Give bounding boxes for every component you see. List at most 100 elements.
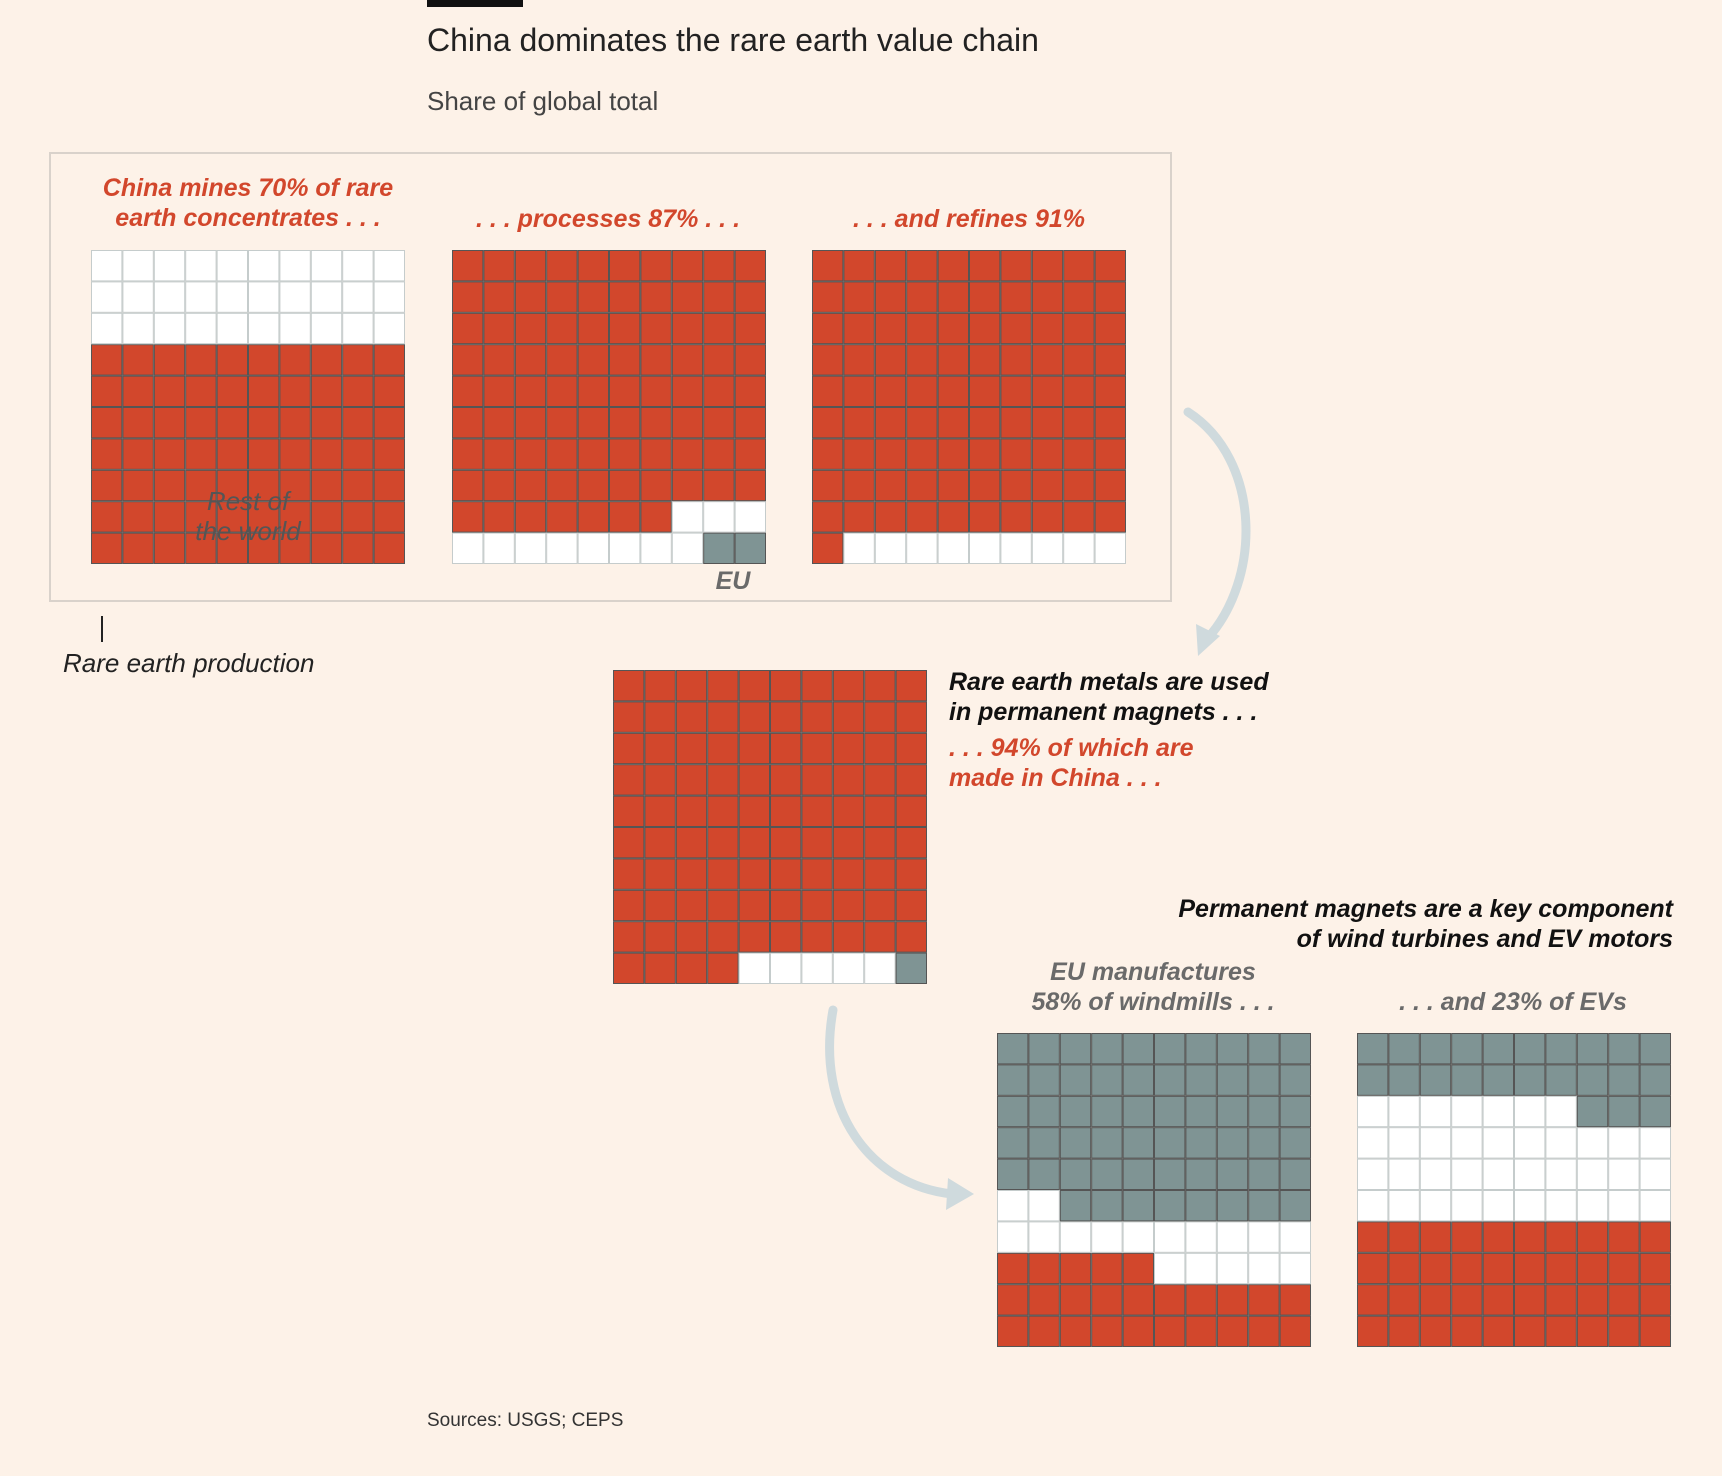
waffle-cell-china (738, 889, 770, 922)
waffle-cell-china (738, 827, 770, 859)
label-mines: China mines 70% of rare earth concentrat… (102, 174, 394, 232)
waffle-cell-china (644, 795, 676, 827)
waffle-cell-rest (1545, 1095, 1577, 1128)
waffle-cell-china (644, 827, 676, 859)
waffle-cell-rest (1063, 532, 1095, 564)
waffle-cell-china (1091, 1252, 1123, 1285)
waffle-cell-rest (1482, 1158, 1514, 1190)
waffle-cell-china (937, 344, 969, 376)
waffle-cell-china (832, 764, 865, 796)
waffle-cell-china (1279, 1315, 1311, 1347)
waffle-cell-china (1094, 407, 1126, 439)
waffle-cell-china (1482, 1284, 1514, 1316)
arrow-head-products (946, 1178, 974, 1210)
waffle-cell-china (1031, 375, 1064, 407)
waffle-cell-china (1576, 1221, 1609, 1253)
waffle-cell-china (843, 281, 875, 313)
waffle-cell-rest (1514, 1158, 1546, 1190)
waffle-cell-rest (1639, 1190, 1671, 1222)
waffle-cell-china (906, 407, 938, 439)
waffle-cell-rest (279, 281, 311, 313)
waffle-cell-rest (1216, 1252, 1249, 1285)
waffle-cell-china (153, 532, 186, 564)
waffle-cell-eu (1154, 1095, 1186, 1128)
waffle-cell-china (969, 438, 1001, 470)
waffle-cell-china (874, 312, 907, 345)
waffle-cell-rest (874, 532, 907, 564)
label-refines: . . . and refines 91% (852, 205, 1086, 233)
waffle-cell-china (577, 375, 609, 407)
waffle-cell-china (1388, 1284, 1420, 1316)
label-windmills: EU manufactures 58% of windmills . . . (1031, 958, 1275, 1016)
waffle-cell-china (1063, 469, 1095, 502)
waffle-cell-china (248, 407, 280, 439)
waffle-cell-china (640, 438, 672, 470)
waffle-cell-rest (1576, 1127, 1609, 1159)
waffle-cell-china (843, 250, 875, 282)
waffle-cell-china (671, 250, 704, 282)
waffle-cell-eu (1154, 1127, 1186, 1159)
chart-title: China dominates the rare earth value cha… (427, 22, 1039, 58)
waffle-cell-china (1000, 469, 1032, 502)
waffle-cell-rest (216, 312, 248, 345)
waffle-cell-china (483, 438, 515, 470)
arrow-head-magnets (1196, 624, 1220, 656)
waffle-cell-china (738, 670, 770, 702)
waffle-cell-rest (1545, 1190, 1577, 1222)
waffle-cell-china (185, 344, 217, 376)
waffle-cell-china (1545, 1315, 1577, 1347)
waffle-cell-eu (1248, 1095, 1280, 1128)
waffle-cell-china (546, 281, 578, 313)
waffle-cell-china (738, 795, 770, 827)
waffle-cell-china (895, 827, 927, 859)
waffle-cell-rest (1059, 1221, 1092, 1253)
waffle-cell-china (812, 469, 844, 502)
waffle-cell-eu (1216, 1033, 1249, 1065)
waffle-cell-rest (1419, 1190, 1452, 1222)
waffle-cell-rest (1639, 1127, 1671, 1159)
waffle-cell-china (153, 375, 186, 407)
waffle-cell-china (1419, 1315, 1452, 1347)
waffle-cell-china (452, 250, 484, 282)
waffle-cell-eu (1388, 1064, 1420, 1096)
waffle-cell-china (310, 438, 343, 470)
waffle-cell-china (1514, 1315, 1546, 1347)
waffle-cell-china (707, 827, 739, 859)
waffle-cell-china (937, 469, 969, 502)
waffle-cell-eu (1216, 1158, 1249, 1190)
waffle-cell-eu (1451, 1033, 1483, 1065)
waffle-cell-china (969, 469, 1001, 502)
waffle-cell-china (609, 312, 641, 345)
label-magnets-use: Rare earth metals are used in permanent … (949, 668, 1269, 726)
waffle-cell-eu (1451, 1064, 1483, 1096)
waffle-cell-china (1063, 501, 1095, 533)
waffle-cell-china (514, 344, 547, 376)
waffle-cell-china (216, 438, 248, 470)
waffle-cell-china (452, 312, 484, 345)
waffle-cell-rest (279, 250, 311, 282)
waffle-cell-china (707, 701, 739, 733)
waffle-cell-china (1248, 1284, 1280, 1316)
waffle-cell-china (832, 858, 865, 890)
waffle-cell-rest (122, 281, 154, 313)
waffle-cell-china (153, 438, 186, 470)
waffle-cell-china (1576, 1252, 1609, 1285)
waffle-cell-china (832, 795, 865, 827)
waffle-cell-china (609, 501, 641, 533)
waffle-cell-eu (1388, 1033, 1420, 1065)
waffle-cell-china (843, 312, 875, 345)
waffle-cell-china (640, 501, 672, 533)
waffle-cell-china (671, 281, 704, 313)
waffle-cell-china (1094, 344, 1126, 376)
waffle-cell-china (1419, 1284, 1452, 1316)
waffle-cell-rest (1576, 1158, 1609, 1190)
waffle-cell-china (1216, 1315, 1249, 1347)
waffle-cell-china (675, 670, 708, 702)
waffle-cell-china (514, 501, 547, 533)
waffle-cell-eu (1279, 1127, 1311, 1159)
waffle-cell-china (452, 469, 484, 502)
waffle-cell-eu (1091, 1064, 1123, 1096)
waffle-cell-rest (1185, 1221, 1217, 1253)
waffle-cell-china (185, 501, 217, 533)
waffle-cell-china (738, 701, 770, 733)
